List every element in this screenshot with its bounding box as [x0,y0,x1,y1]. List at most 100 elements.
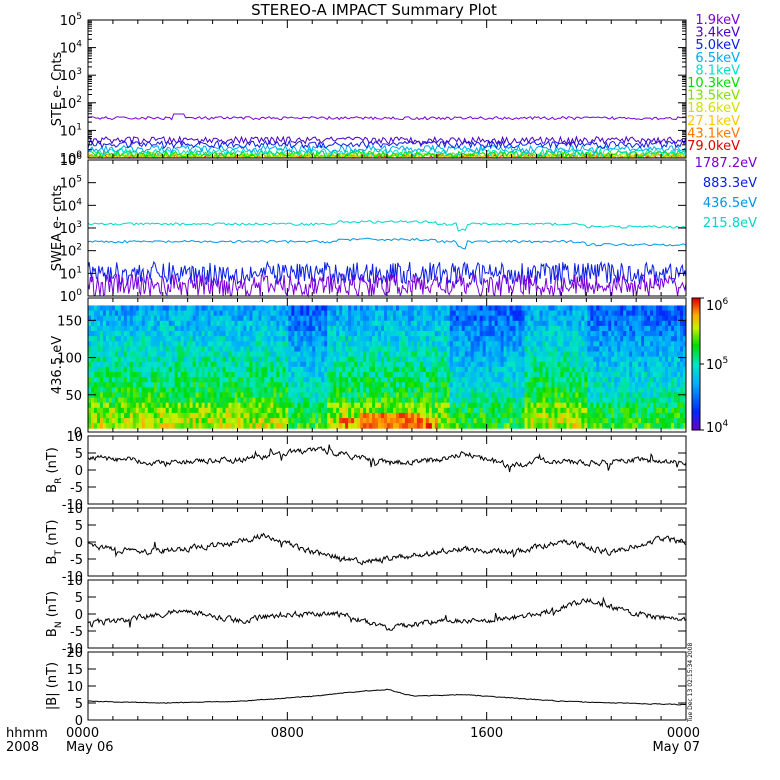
spectrogram-cell [207,366,211,373]
spectrogram-cell [647,382,651,388]
spectrogram-cell [129,407,134,414]
spectrogram-cell [378,397,382,404]
spectrogram-cell [360,315,364,322]
spectrogram-cell [524,305,528,311]
spectrogram-cell [557,336,561,342]
spectrogram-cell [300,315,304,322]
spectrogram-cell [225,331,229,337]
spectrogram-cell [536,331,540,337]
spectrogram-cell [590,387,594,393]
spectrogram-cell [551,402,555,409]
spectrogram-cell [150,351,155,358]
spectrogram-cell [381,402,385,409]
spectrogram-cell [674,412,678,419]
spectrogram-cell [300,418,304,424]
spectrogram-cell [620,377,624,383]
spectrogram-cell [255,392,259,398]
spectrogram-cell [279,346,283,352]
spectrogram-cell [614,361,618,368]
spectrogram-cell [425,346,430,352]
spectrogram-cell [312,336,316,342]
spectrogram-cell [129,341,134,347]
spectrogram-cell [186,346,191,352]
spectrogram-cell [291,366,295,373]
spectrogram-cell [258,397,262,404]
spectrogram-cell [608,382,612,388]
spectrogram-cell [524,382,528,388]
spectrogram-cell [183,412,188,419]
spectrogram-cell [381,366,385,373]
spectrogram-cell [201,402,206,409]
spectrogram-cell [551,325,555,332]
spectrogram-cell [105,346,110,352]
spectrogram-cell [114,331,119,337]
spectrogram-cell [449,341,454,347]
spectrogram-cell [545,423,549,429]
spectrogram-cell [665,305,669,311]
spectrogram-cell [213,341,217,347]
spectrogram-cell [674,336,678,342]
spectrogram-cell [153,397,158,404]
spectrogram-cell [389,341,394,347]
spectrogram-cell [500,407,505,414]
spectrogram-cell [279,392,283,398]
spectrogram-cell [249,402,253,409]
spectrogram-cell [129,418,134,424]
ste-ytick-label: 101 [60,122,82,139]
spectrogram-cell [590,320,594,327]
spectrogram-cell [327,412,331,419]
spectrogram-cell [641,320,645,327]
spectrogram-cell [467,320,472,327]
spectrogram-cell [635,305,639,311]
spectrogram-cell [440,382,445,388]
spectrogram-cell [485,336,490,342]
spectrogram-cell [596,310,600,317]
spectrogram-cell [111,397,116,404]
spectrogram-cell [192,392,197,398]
spectrogram-cell [264,397,268,404]
spectrogram-cell [96,361,101,368]
spectrogram-cell [88,382,92,388]
spectrogram-cell [249,397,253,404]
spectrogram-cell [234,341,238,347]
spectrogram-cell [156,397,161,404]
spectrogram-cell [261,305,265,311]
spectrogram-cell [461,310,466,317]
spectrogram-cell [288,382,292,388]
spectrogram-cell [273,423,277,429]
spectrogram-cell [554,346,558,352]
spectrogram-cell [461,371,466,378]
spectrogram-cell [635,351,639,358]
spectrogram-cell [452,366,457,373]
spectrogram-cell [351,315,355,322]
spectrogram-cell [240,356,244,363]
ste-ytick-label: 105 [60,12,82,29]
spectrogram-cell [602,341,606,347]
spectrogram-cell [306,361,310,368]
spectrogram-cell [518,351,522,358]
spectrogram-cell [569,371,573,378]
spectrogram-cell [557,371,561,378]
spectrogram-cell [503,331,507,337]
spectrogram-cell [476,407,481,414]
spectrogram-cell [216,412,220,419]
spectrogram-cell [201,412,206,419]
spectrogram-cell [360,346,364,352]
spectrogram-cell [497,387,502,393]
spectrogram-cell [476,366,481,373]
spectrogram-cell [381,382,385,388]
spectrogram-cell [150,310,155,317]
spectrogram-cell [258,371,262,378]
spectrogram-cell [141,387,146,393]
spectrogram-cell [303,346,307,352]
spectrogram-cell [548,315,552,322]
spectrogram-cell [303,392,307,398]
spectrogram-cell [650,382,654,388]
spectrogram-cell [551,412,555,419]
spectrogram-cell [93,371,98,378]
spectrogram-cell [276,397,280,404]
spectrogram-cell [425,407,430,414]
spectrogram-cell [270,402,274,409]
spectrogram-cell [318,407,322,414]
spectrogram-cell [261,418,265,424]
